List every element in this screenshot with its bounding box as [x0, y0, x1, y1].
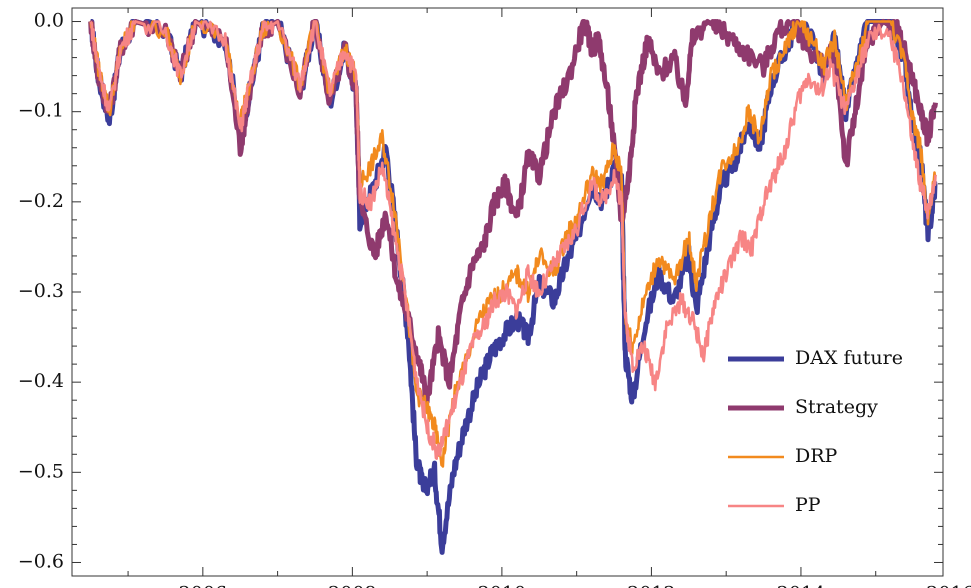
- x-tick-label: 2006: [179, 583, 227, 588]
- series-line-dax-future: [88, 19, 938, 555]
- tick-layer: [72, 8, 943, 576]
- y-tick-label: −0.4: [18, 370, 64, 392]
- tick-label-layer: 2006 2008 2010 2012 2014 2016 0.0 −0.1 −0.2 −0.3 −…: [18, 10, 971, 588]
- legend-label: Strategy: [795, 396, 878, 418]
- x-tick-label: 2014: [777, 583, 825, 588]
- x-tick-label: 2010: [478, 583, 526, 588]
- x-tick-label: 2016: [926, 583, 971, 588]
- x-tick-label: 2008: [328, 583, 376, 588]
- y-tick-label: −0.5: [18, 460, 64, 482]
- y-tick-label: −0.2: [18, 190, 64, 212]
- y-tick-label: −0.1: [18, 100, 64, 122]
- series-line-drp: [89, 20, 937, 468]
- x-tick-label: 2012: [627, 583, 675, 588]
- series-layer: [88, 19, 938, 555]
- y-tick-label: 0.0: [34, 10, 64, 32]
- y-tick-label: −0.3: [18, 280, 64, 302]
- y-tick-label: −0.6: [18, 550, 64, 572]
- series-line-pp: [89, 20, 937, 460]
- legend-label: PP: [795, 494, 821, 516]
- legend-label: DAX future: [795, 347, 903, 369]
- legend: DAX future Strategy DRP PP: [728, 347, 903, 516]
- legend-label: DRP: [795, 445, 838, 467]
